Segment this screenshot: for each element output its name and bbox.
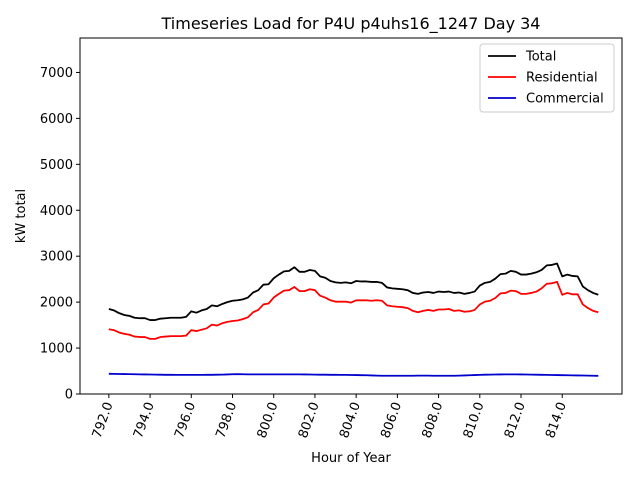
y-axis-ticks: 0 1000 2000 3000 4000 5000 6000 7000	[40, 66, 80, 403]
axes-frame	[79, 37, 623, 395]
legend: Total Residential Commercial	[479, 43, 615, 113]
series-line-commercial	[108, 372, 599, 377]
y-tick-label: 3000	[40, 250, 73, 265]
y-tick-label: 1000	[40, 342, 73, 357]
y-tick-label: 4000	[40, 204, 73, 219]
series-line-total	[108, 262, 599, 321]
y-tick-label: 7000	[40, 66, 73, 81]
y-tick-label: 5000	[40, 158, 73, 173]
legend-box	[479, 43, 615, 113]
axes-border	[79, 37, 623, 395]
legend-label-total: Total	[525, 50, 556, 65]
y-tick-label: 6000	[40, 112, 73, 127]
y-tick-label: 0	[65, 388, 73, 403]
y-axis-label: kW total	[14, 189, 29, 243]
y-tick-label: 2000	[40, 296, 73, 311]
chart-title: Timeseries Load for P4U p4uhs16_1247 Day…	[161, 14, 541, 34]
legend-label-commercial: Commercial	[526, 92, 604, 107]
legend-label-residential: Residential	[526, 71, 598, 86]
x-axis-label: Hour of Year	[311, 451, 391, 466]
series-layer	[108, 262, 599, 377]
series-line-residential	[108, 281, 599, 340]
